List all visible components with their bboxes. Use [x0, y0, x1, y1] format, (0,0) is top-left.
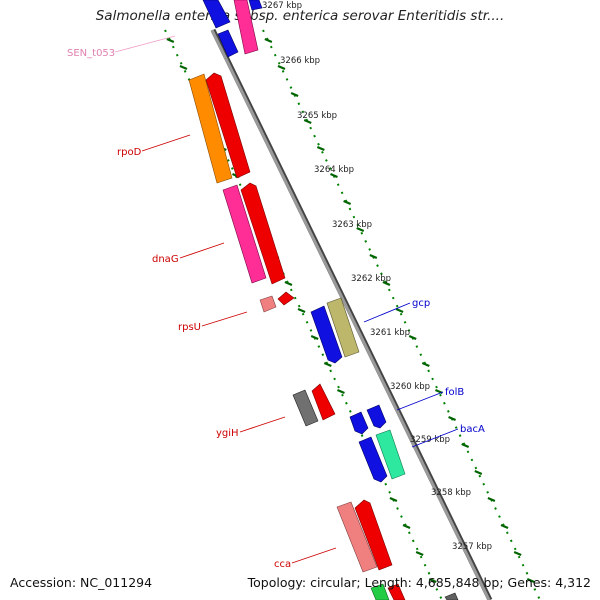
- major-tick-left: [284, 280, 293, 287]
- major-tick-right: [316, 145, 325, 152]
- gene-ygiH-arrow[interactable]: [311, 383, 336, 421]
- gene-cca-shadow[interactable]: [336, 501, 378, 573]
- gene-folB-arrow[interactable]: [349, 411, 369, 435]
- major-tick-right: [330, 172, 338, 179]
- major-tick-left: [297, 307, 306, 314]
- major-tick-right: [356, 226, 365, 233]
- tick-label-3262: 3262 kbp: [351, 274, 391, 284]
- gene-bottom-green[interactable]: [370, 583, 390, 600]
- genome-summary-label: Topology: circular; Length: 4,685,848 bp…: [247, 575, 591, 590]
- major-tick-right: [290, 91, 299, 98]
- gene-rpoD-arrow[interactable]: [205, 72, 251, 179]
- gene-bottom-right[interactable]: [444, 592, 459, 600]
- gene-partial-top[interactable]: [217, 29, 239, 58]
- major-tick-right: [303, 118, 312, 125]
- major-tick-left: [428, 577, 437, 584]
- major-tick-left: [323, 361, 332, 368]
- gene-rpsU-arrow[interactable]: [277, 291, 295, 306]
- major-tick-right: [474, 469, 483, 476]
- callout-cca: [291, 547, 337, 564]
- callout-rpsU: [201, 311, 248, 327]
- gene-label-ygiH[interactable]: ygiH: [216, 428, 239, 439]
- callout-ygiH: [239, 416, 286, 433]
- major-tick-right: [264, 37, 273, 44]
- major-tick-left: [389, 496, 398, 503]
- callout-lines: [114, 35, 459, 564]
- gene-dnaG-arrow[interactable]: [240, 182, 286, 285]
- tick-label-3265: 3265 kbp: [297, 111, 337, 121]
- gene-dnaG-shadow[interactable]: [222, 184, 267, 284]
- major-tick-right: [513, 550, 522, 557]
- tick-label-3264: 3264 kbp: [314, 165, 354, 175]
- major-tick-right: [421, 361, 430, 368]
- gene-top-blue[interactable]: [248, 0, 263, 11]
- major-tick-right: [369, 253, 378, 260]
- tick-label-3258: 3258 kbp: [431, 488, 471, 498]
- major-tick-left: [310, 334, 319, 341]
- reverse-strand-genes: [233, 0, 459, 600]
- gene-rpoD-shadow[interactable]: [188, 73, 233, 184]
- tick-label-3266: 3266 kbp: [280, 56, 320, 66]
- outer-guide-right: [262, 29, 541, 600]
- tick-label-3260: 3260 kbp: [390, 382, 430, 392]
- tick-label-3263: 3263 kbp: [332, 220, 372, 230]
- major-tick-right: [526, 577, 535, 584]
- callout-folB: [396, 391, 444, 411]
- major-tick-left: [166, 37, 175, 44]
- gene-ygiH-shadow[interactable]: [292, 389, 319, 427]
- gene-folB-shadow[interactable]: [366, 404, 387, 429]
- gene-rpsU-shadow[interactable]: [259, 295, 277, 313]
- major-tick-left: [337, 388, 345, 395]
- callout-dnaG: [179, 242, 225, 259]
- gene-bacA-shadow[interactable]: [375, 429, 406, 480]
- backbone: [210, 28, 493, 600]
- gene-cca-arrow[interactable]: [354, 499, 393, 571]
- gene-label-cca[interactable]: cca: [274, 559, 291, 570]
- gene-label-bacA[interactable]: bacA: [460, 424, 485, 435]
- major-tick-right: [461, 442, 470, 449]
- gene-label-rpsU[interactable]: rpsU: [178, 322, 201, 333]
- major-tick-right: [448, 415, 456, 422]
- major-tick-right: [395, 307, 404, 314]
- major-tick-left: [415, 550, 424, 557]
- gene-labels: SEN_t053 rpoD dnaG rpsU ygiH cca gcp fol…: [67, 48, 485, 570]
- gene-label-sen-t053[interactable]: SEN_t053: [67, 48, 115, 59]
- callout-rpoD: [141, 134, 191, 152]
- major-tick-right: [382, 280, 391, 287]
- gene-gcp-arrow[interactable]: [310, 305, 343, 364]
- gene-sen-t053[interactable]: [202, 0, 231, 29]
- major-tick-left: [179, 64, 188, 71]
- gene-bottom-red[interactable]: [387, 583, 406, 600]
- tick-label-3267: 3267 kbp: [262, 1, 302, 11]
- major-tick-right: [487, 496, 496, 503]
- accession-label: Accession: NC_011294: [10, 575, 153, 590]
- major-tick-right: [500, 523, 509, 530]
- major-tick-left: [402, 523, 411, 530]
- callout-sen-t053: [114, 35, 176, 53]
- gene-label-dnaG[interactable]: dnaG: [152, 254, 179, 265]
- tick-label-3257: 3257 kbp: [452, 542, 492, 552]
- track-guides: [164, 29, 541, 600]
- major-tick-right: [343, 199, 352, 206]
- callout-gcp: [363, 302, 411, 323]
- gene-label-rpoD[interactable]: rpoD: [117, 147, 142, 158]
- callout-bacA: [411, 428, 459, 448]
- major-tick-right: [408, 334, 417, 341]
- gene-top-pink[interactable]: [233, 0, 259, 55]
- backbone-line: [210, 29, 491, 600]
- gene-gcp-shadow[interactable]: [326, 297, 360, 358]
- gene-label-folB[interactable]: folB: [445, 387, 464, 398]
- gene-bacA-arrow[interactable]: [358, 436, 388, 483]
- tick-label-3261: 3261 kbp: [370, 328, 410, 338]
- outer-guide-left: [164, 29, 443, 600]
- forward-strand-genes: [188, 0, 406, 600]
- gene-label-gcp[interactable]: gcp: [412, 298, 430, 309]
- major-tick-right: [277, 64, 286, 71]
- genome-title: Salmonella enterica subsp. enterica sero…: [95, 8, 505, 24]
